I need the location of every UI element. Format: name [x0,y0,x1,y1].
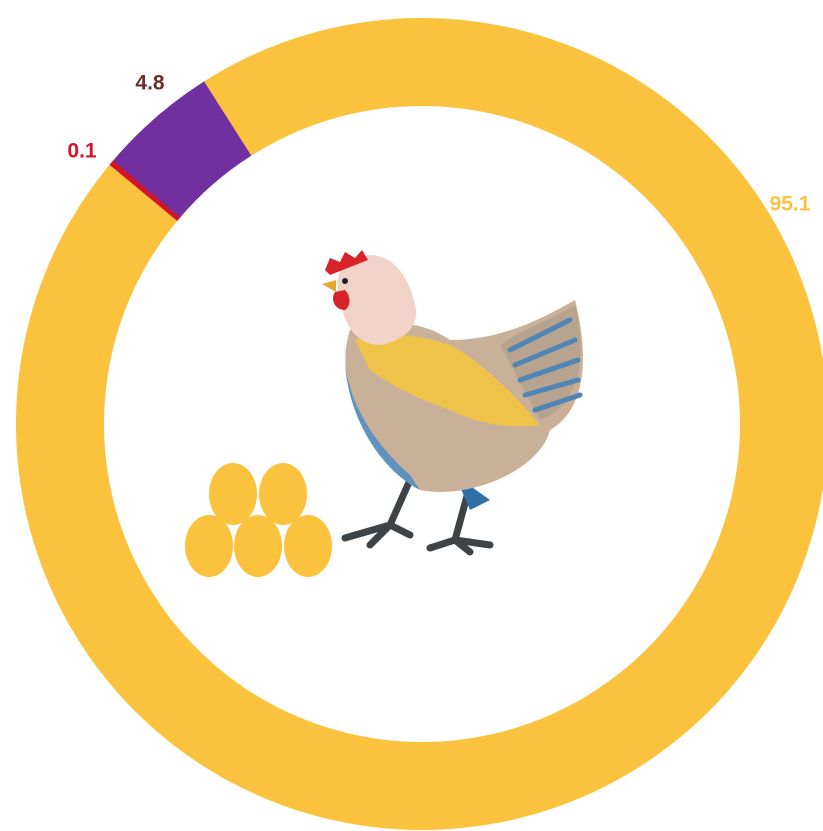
data-label: 95.1 [770,193,811,216]
hen [322,250,583,552]
eggs [185,463,332,577]
data-label: 4.8 [135,72,165,95]
chart: 95.1 4.8 0.1 [0,0,823,831]
page: {"chart_data": {"type": "pie", "values":… [0,0,823,831]
data-label: 0.1 [67,140,97,163]
